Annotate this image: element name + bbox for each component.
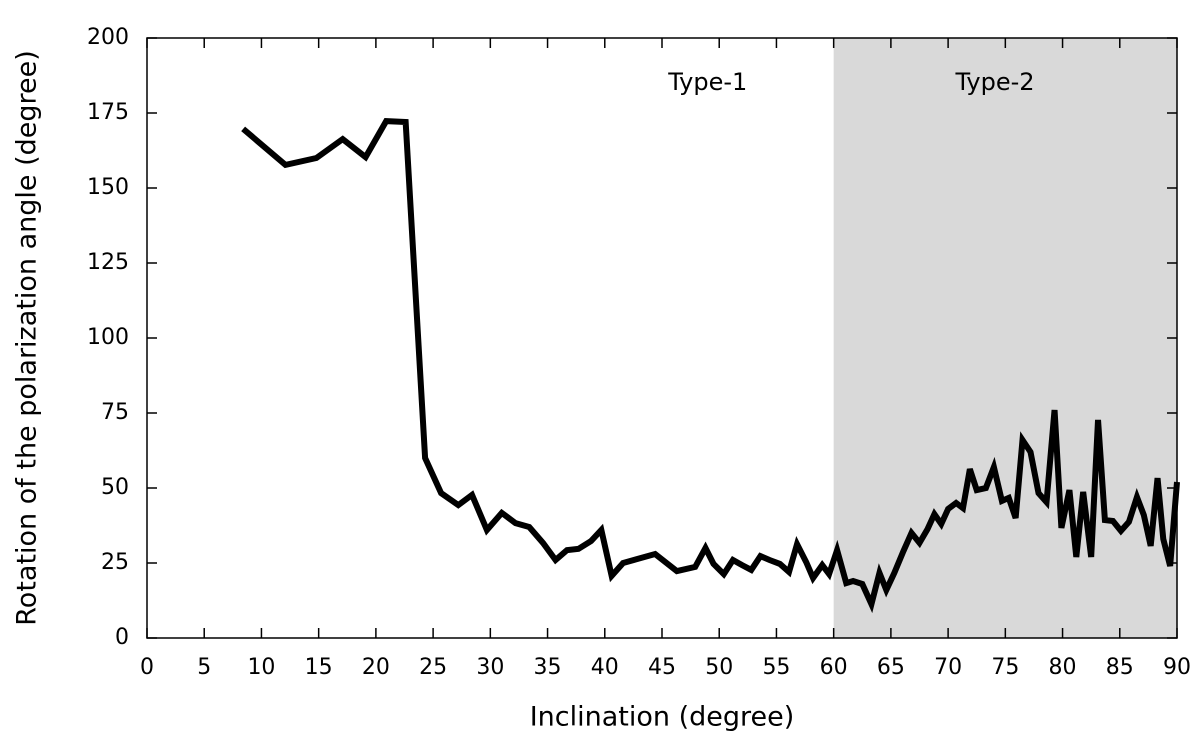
x-tick-label: 50 [705, 655, 733, 680]
plot-frame [146, 37, 1178, 639]
x-tick-label: 5 [197, 655, 211, 680]
annotation: Type-2 [955, 68, 1035, 96]
x-tick-label: 45 [648, 655, 676, 680]
y-tick-label: 100 [87, 325, 129, 350]
y-tick-label: 175 [87, 100, 129, 125]
x-tick-label: 85 [1106, 655, 1134, 680]
y-tick-label: 25 [101, 550, 129, 575]
x-tick-label: 65 [877, 655, 905, 680]
x-tick-label: 40 [591, 655, 619, 680]
y-axis-label: Rotation of the polarization angle (degr… [12, 50, 43, 626]
x-tick-label: 35 [534, 655, 562, 680]
x-tick-label: 55 [762, 655, 790, 680]
y-tick-label: 150 [87, 175, 129, 200]
y-tick-label: 75 [101, 400, 129, 425]
x-tick-label: 75 [991, 655, 1019, 680]
y-tick-label: 125 [87, 250, 129, 275]
x-tick-label: 30 [476, 655, 504, 680]
data-line [241, 118, 1180, 614]
x-tick-label: 10 [247, 655, 275, 680]
shaded-region [833, 38, 1177, 638]
y-tick-label: 200 [87, 25, 129, 50]
x-tick-label: 0 [140, 655, 154, 680]
x-tick-label: 20 [362, 655, 390, 680]
x-axis-label: Inclination (degree) [530, 702, 795, 733]
x-tick-label: 70 [934, 655, 962, 680]
x-tick-label: 60 [820, 655, 848, 680]
x-tick-label: 15 [305, 655, 333, 680]
x-tick-label: 80 [1049, 655, 1077, 680]
y-tick-label: 0 [115, 625, 129, 650]
x-tick-label: 90 [1163, 655, 1191, 680]
x-tick-label: 25 [419, 655, 447, 680]
y-tick-label: 50 [101, 475, 129, 500]
annotation: Type-1 [667, 68, 747, 96]
